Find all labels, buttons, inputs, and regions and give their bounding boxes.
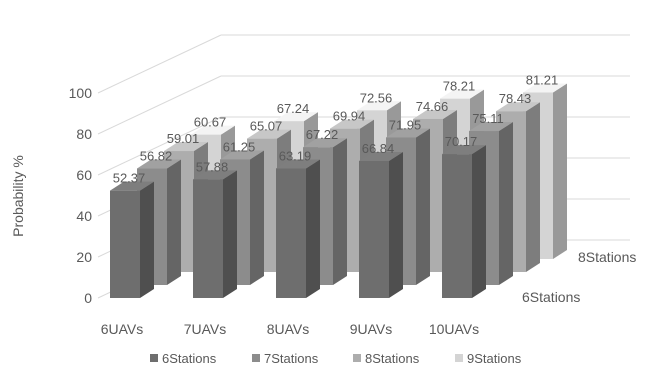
y-tick-label: 0 [84,290,92,306]
legend-swatch [353,354,361,362]
data-label: 69.94 [333,109,366,124]
data-labels: 60.67 67.24 72.56 78.21 81.21 59.01 65.07 69.94… [113,73,559,186]
y-tick-label: 20 [76,249,92,265]
bar-top [413,109,457,119]
legend: 6Stations 7Stations 8Stations 9Stations [150,351,522,366]
data-label: 67.24 [277,101,310,116]
bar-top [303,138,347,148]
x-tick-label: 8UAVs [267,321,310,337]
x-tick-label: 9UAVs [350,321,393,337]
bar-side [306,159,320,298]
bar-side [167,159,181,285]
bar-top [469,122,513,132]
bar-side [223,170,237,298]
bar-side [140,181,154,298]
x-tick-label: 6UAVs [101,321,144,337]
bar-side [553,83,567,259]
bars [110,83,567,298]
data-label: 75.11 [472,111,504,126]
bar-side [499,122,513,285]
bar-top [330,119,374,129]
depth-axis-label: 6Stations [522,289,580,305]
data-label: 61.25 [223,139,256,154]
axes: 0 20 40 60 80 100 6UAVs 7UAVs 8UAVs 9UAVs 10UAVs 6S… [10,85,636,337]
data-label: 74.66 [416,99,449,114]
data-label: 71.95 [389,118,422,133]
bar-top [164,142,208,152]
legend-label: 8Stations [365,351,420,366]
y-tick-label: 80 [76,126,92,142]
bar-top [523,83,567,93]
y-axis-title: Probability % [10,155,26,237]
x-tick-label: 7UAVs [184,321,227,337]
depth-axis-label: 8Stations [578,249,636,265]
legend-label: 6Stations [162,351,217,366]
y-tick-label: 100 [69,85,93,101]
bar-side [472,145,486,298]
gridline-diagonal [97,116,222,176]
data-label: 52.37 [113,171,146,186]
bar-6Stations-6UAVs [110,181,154,298]
bar-top [442,145,486,155]
bar-top [220,150,264,160]
legend-label: 7Stations [264,351,319,366]
bar-front [193,179,223,298]
x-tick-label: 10UAVs [429,321,479,337]
data-label: 78.43 [499,91,532,106]
legend-swatch [252,354,260,362]
bar-top [440,89,484,99]
bar-6Stations-8UAVs [276,159,320,298]
data-label: 70.17 [445,134,478,149]
data-label: 67.22 [306,127,339,142]
bar-top [359,151,403,161]
bar-6Stations-9UAVs [359,151,403,298]
bar-6Stations-7UAVs [193,170,237,298]
data-label: 63.19 [279,148,312,163]
data-label: 81.21 [526,73,559,88]
bar-6Stations-10UAVs [442,145,486,298]
bar-top [357,101,401,111]
bar-side [250,150,264,285]
data-label: 56.82 [140,149,173,164]
bar-side [389,151,403,298]
bar-side [526,102,540,272]
bar-top [191,125,235,135]
gridline-diagonal [97,75,222,135]
bar-top [496,102,540,112]
bar-top [274,112,318,122]
bar-top [193,170,237,180]
legend-label: 9Stations [467,351,522,366]
data-label: 65.07 [250,119,283,134]
bar-front [442,154,472,298]
bar-front [110,190,140,298]
bar-top [110,181,154,191]
data-label: 72.56 [360,90,393,105]
bar-top [137,159,181,169]
data-label: 60.67 [194,115,227,130]
data-label: 66.84 [362,141,395,156]
y-tick-label: 40 [76,208,92,224]
bar-top [276,159,320,169]
data-label: 59.01 [167,131,200,146]
bar-side [333,138,347,285]
y-tick-label: 60 [76,167,92,183]
legend-swatch [455,354,463,362]
bar-top [386,128,430,138]
bar-front [276,168,306,298]
legend-swatch [150,354,158,362]
data-label: 78.21 [443,79,476,94]
bar-front [359,160,389,298]
bar-top [247,129,291,139]
data-label: 57.88 [196,159,229,174]
bar-side [416,128,430,285]
gridline-diagonal [97,34,222,94]
